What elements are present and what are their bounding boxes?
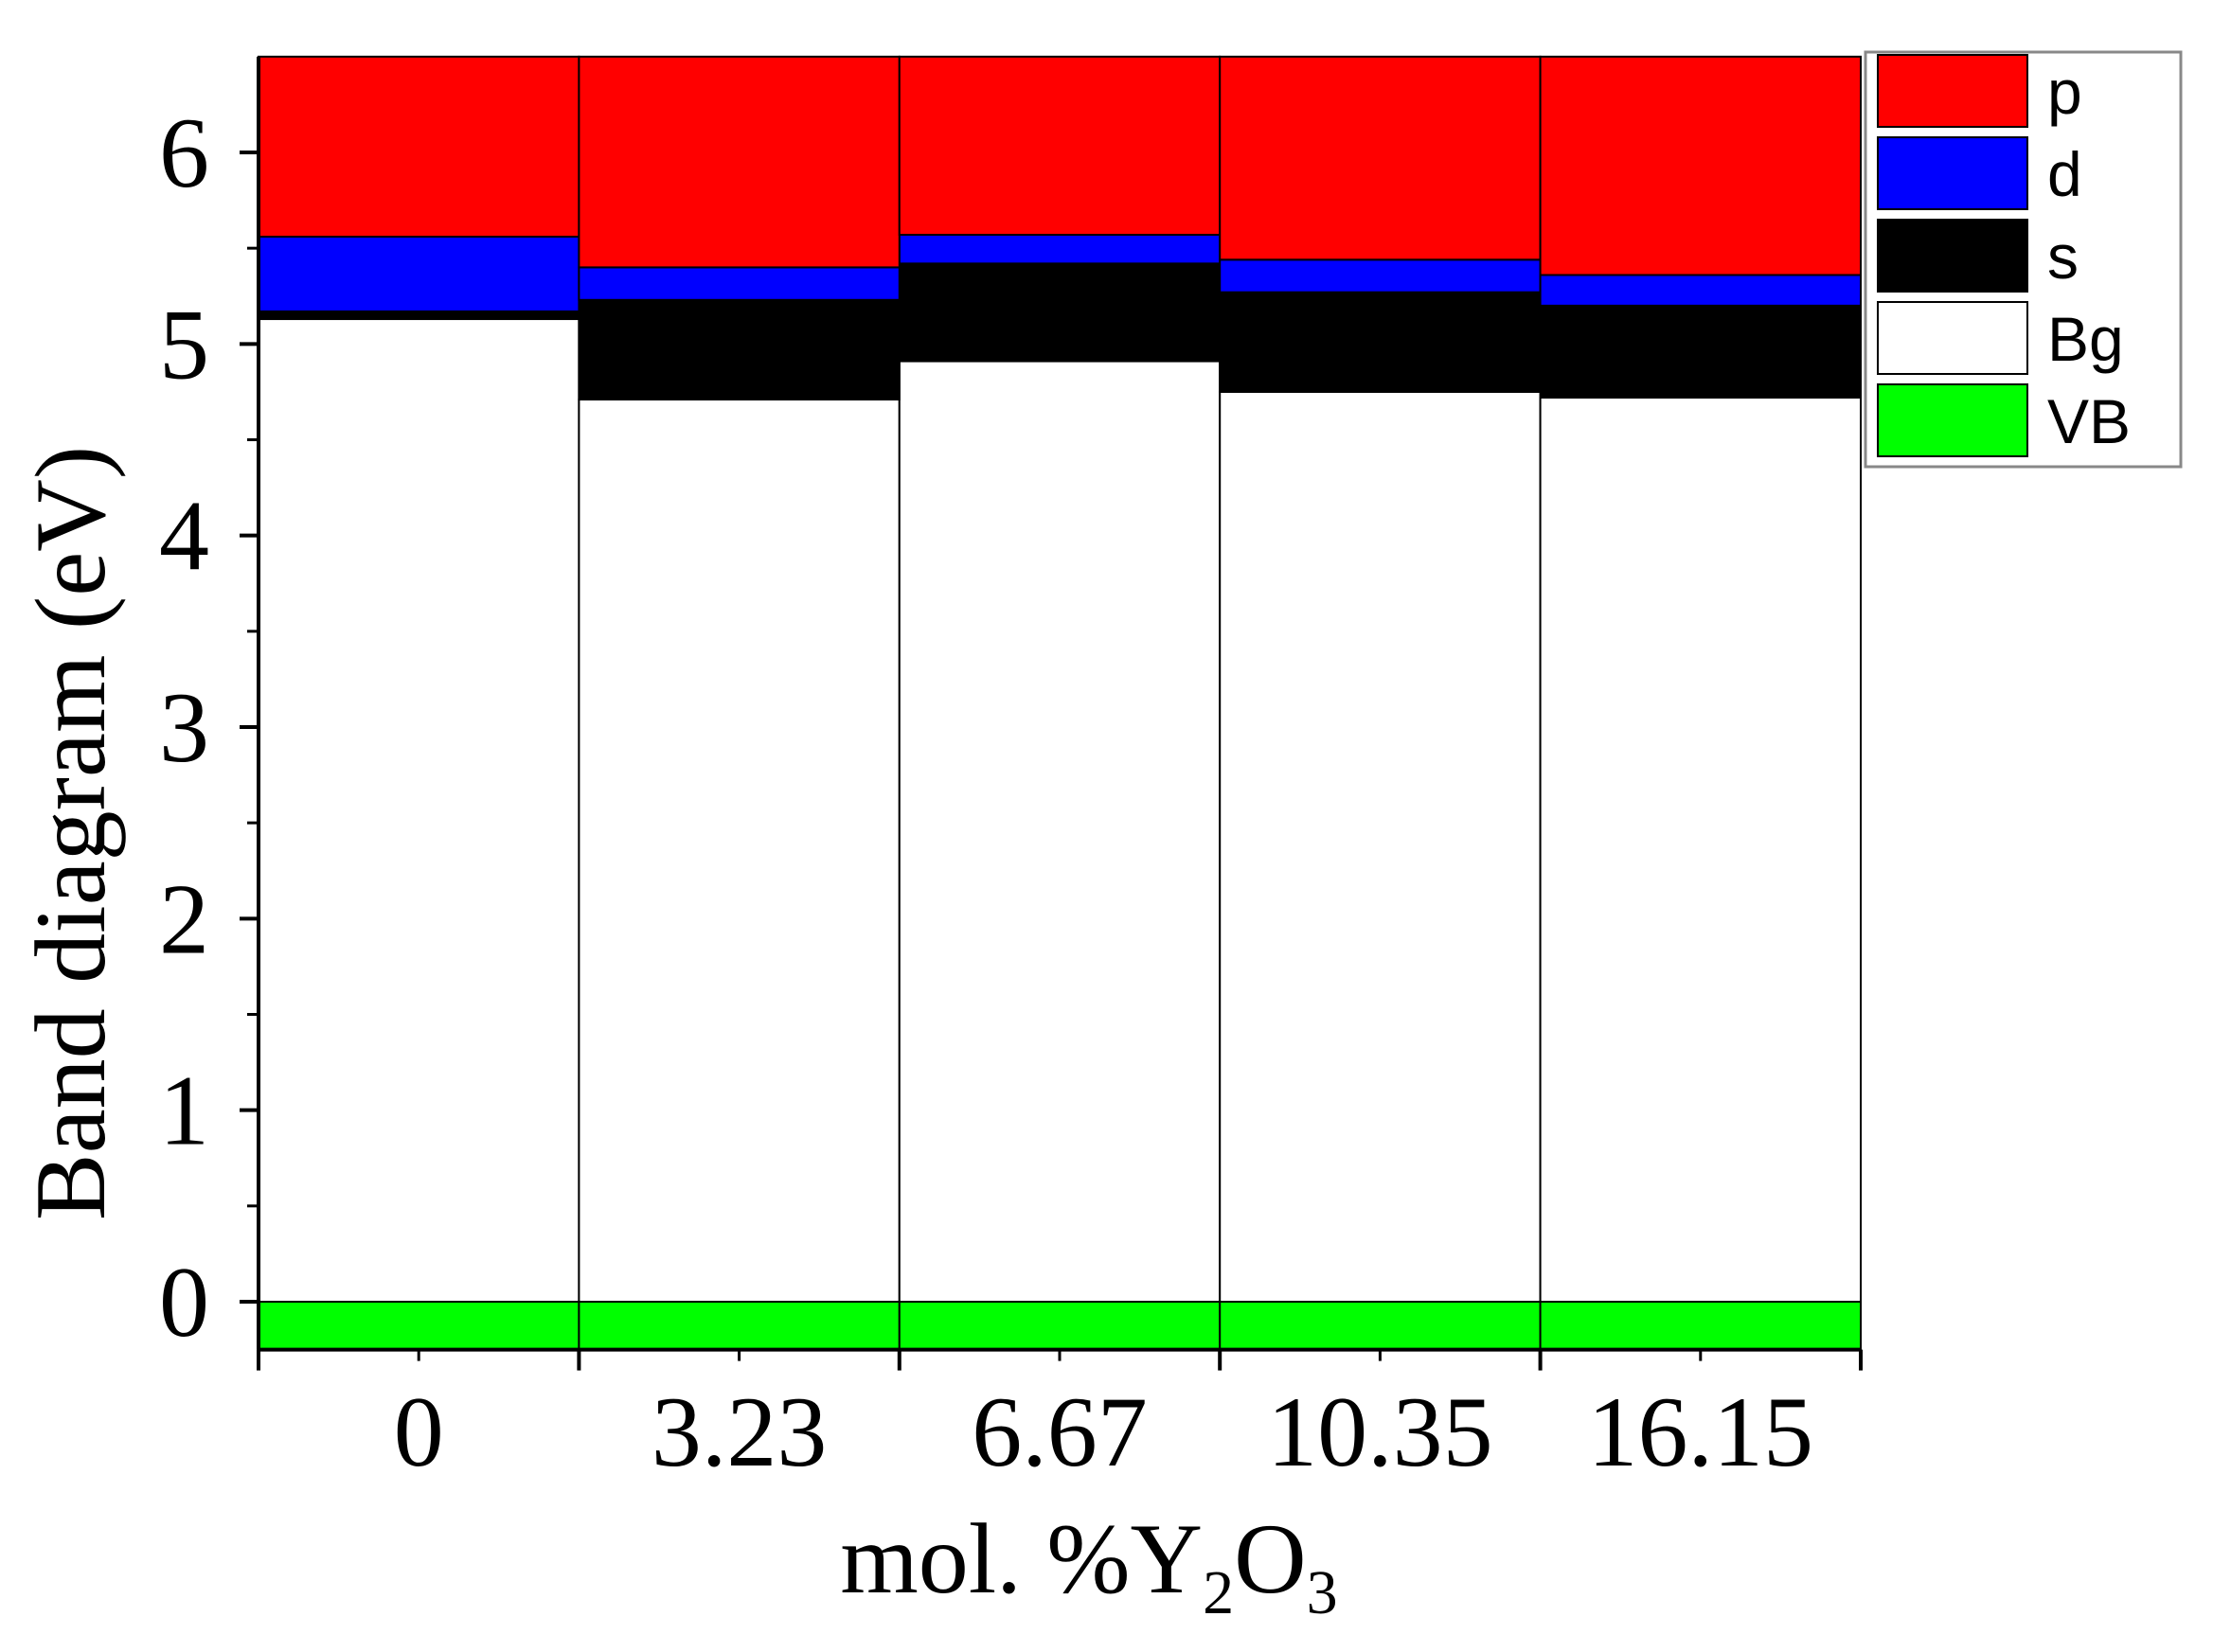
x-tick-label: 6.67 — [972, 1377, 1148, 1487]
x-axis-title-sub1: 2 — [1203, 1558, 1234, 1627]
y-tick-label: 0 — [159, 1247, 209, 1358]
legend-label-p: p — [2047, 57, 2082, 127]
legend-label-vb: VB — [2047, 386, 2131, 456]
x-tick-label: 10.35 — [1267, 1377, 1493, 1487]
x-tick-label: 16.15 — [1588, 1377, 1814, 1487]
bar-s-10_35 — [1219, 291, 1542, 393]
legend-label-s: s — [2047, 222, 2079, 292]
bar-d-0 — [258, 236, 580, 312]
y-tick-label: 5 — [159, 289, 209, 400]
bar-p-10_35 — [1219, 55, 1542, 261]
y-tick-label: 1 — [159, 1056, 209, 1166]
bar-bg-0 — [258, 318, 580, 1303]
x-axis-title-mid: O — [1234, 1503, 1307, 1614]
bar-p-3_23 — [578, 55, 901, 269]
legend: pds Bg VB — [1864, 50, 2183, 469]
legend-swatch-vb — [1877, 383, 2028, 457]
bar-vb-10_35 — [1219, 1301, 1542, 1351]
y-tick-label: 4 — [159, 481, 209, 592]
bar-d-10_35 — [1219, 258, 1542, 293]
bar-vb-16_15 — [1539, 1301, 1862, 1351]
bar-d-16_15 — [1539, 274, 1862, 307]
bar-segments — [258, 55, 1862, 1351]
x-tick-label: 0 — [394, 1377, 444, 1487]
legend-swatch-bg — [1877, 301, 2028, 375]
bar-p-6_67 — [898, 55, 1222, 237]
x-axis-ticks: 0 3.23 6.67 10.35 16.15 — [257, 1349, 1863, 1487]
bar-p-0 — [258, 55, 580, 239]
bar-s-16_15 — [1539, 304, 1862, 399]
legend-label-bg: Bg — [2047, 304, 2124, 374]
bar-s-3_23 — [578, 298, 901, 401]
y-tick-label: 6 — [159, 98, 209, 208]
x-tick-label: 3.23 — [651, 1377, 828, 1487]
bar-d-3_23 — [578, 266, 901, 301]
bar-vb-3_23 — [578, 1301, 901, 1351]
bar-bg-10_35 — [1219, 390, 1542, 1303]
bar-p-16_15 — [1539, 55, 1862, 276]
bar-d-6_67 — [898, 234, 1222, 265]
y-tick-label: 3 — [159, 672, 209, 783]
x-axis-title-prefix: mol. %Y — [840, 1503, 1203, 1614]
x-axis-title-sub2: 3 — [1307, 1558, 1338, 1627]
y-tick-label: 2 — [159, 863, 209, 974]
bar-bg-6_67 — [898, 360, 1222, 1303]
legend-swatch-d — [1877, 136, 2028, 210]
bar-bg-16_15 — [1539, 396, 1862, 1303]
bar-s-6_67 — [898, 262, 1222, 363]
y-axis-ticks: 0 1 2 3 4 5 6 — [159, 98, 259, 1358]
legend-label-d: d — [2047, 139, 2082, 209]
bar-vb-0 — [258, 1301, 580, 1351]
x-axis-title: mol. %Y2O3 — [840, 1503, 1337, 1627]
legend-swatch-p — [1877, 54, 2028, 128]
y-axis-title: Band diagram (eV) — [15, 446, 126, 1220]
bar-s-0 — [258, 310, 580, 321]
legend-swatch-s — [1877, 219, 2028, 293]
bar-vb-6_67 — [898, 1301, 1222, 1351]
bar-bg-3_23 — [578, 399, 901, 1303]
